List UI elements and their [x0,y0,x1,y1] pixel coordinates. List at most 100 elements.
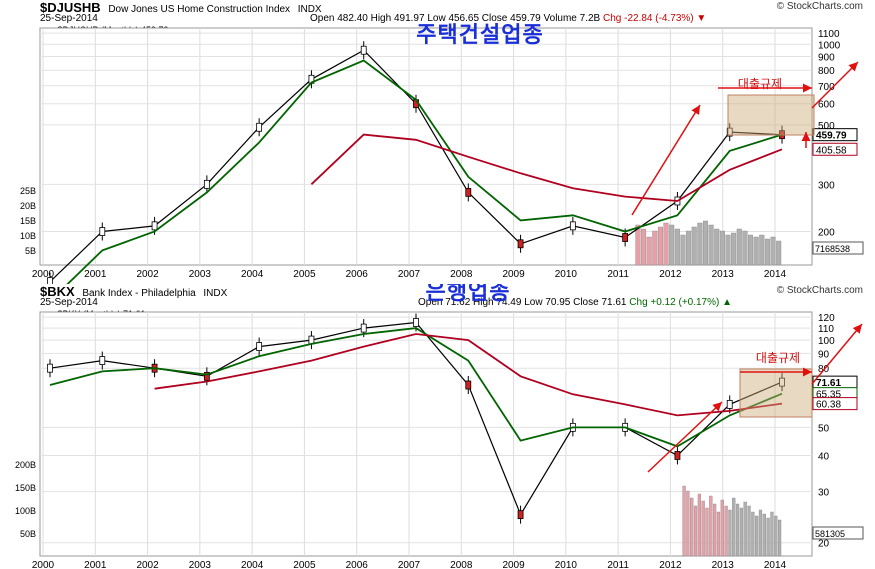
top-index-name: Dow Jones US Home Construction Index [108,4,291,15]
bottom-price-tag: 65.35 [816,390,841,401]
bottom-volume-bar [743,501,747,557]
bottom-volume-bar [774,515,778,557]
top-volume-bar [753,236,759,266]
top-volume-tick-label: 10B [20,231,36,241]
top-x-tick-label: 2014 [764,269,787,280]
top-trend-arrow [811,61,859,109]
top-x-tick-label: 2006 [346,269,369,280]
top-volume-bar [759,234,765,266]
top-volume-bar [674,228,680,266]
top-plot-frame [39,27,813,266]
bottom-volume-bar [739,507,743,557]
bottom-x-tick-label: 2014 [764,560,787,569]
bottom-change: Chg +0.12 (+0.17%) ▲ [629,297,733,308]
top-x-tick-label: 2003 [189,269,212,280]
top-volume-bar [686,230,692,266]
bottom-candle-body [413,318,419,327]
bottom-trend-arrow [811,323,863,385]
top-volume-tick-label: 25B [20,186,36,196]
bottom-volume-bar [709,495,713,557]
top-volume-bar [635,224,641,266]
bottom-volume-tick-label: 100B [15,506,36,516]
bottom-y-tick-label: 110 [818,324,834,335]
top-candle-body [99,227,106,236]
bottom-volume-bar [690,497,694,557]
top-candle-body [569,221,576,231]
bottom-y-tick-label: 30 [818,488,830,499]
bottom-volume-bar [770,511,774,557]
top-volume-bar [708,224,714,266]
top-volume-bar [748,234,754,266]
bottom-volume-bar [735,503,740,557]
top-volume-bar [770,236,776,266]
bottom-candle-body [674,451,681,460]
bottom-y-tick-label: 100 [818,336,835,347]
top-ohlc: Open 482.40 High 491.97 Low 456.65 Close… [310,13,706,24]
bottom-volume-tag: 581305 [815,529,845,539]
bottom-x-tick-label: 2001 [84,560,107,569]
bottom-volume-bar [728,509,732,557]
bottom-y-tick-label: 20 [818,539,830,550]
top-x-tick-label: 2009 [502,269,525,280]
top-volume-bar [646,236,652,266]
bottom-volume-bar [732,497,736,557]
top-x-tick-label: 2008 [450,269,473,280]
bottom-ohlc: Open 71.62 High 74.49 Low 70.95 Close 71… [418,297,732,308]
top-volume-bar [764,238,770,266]
bottom-x-tick-label: 2009 [502,560,525,569]
top-volume-bar [719,230,725,266]
top-exchange: INDX [297,4,322,15]
top-y-tick-label: 300 [818,180,835,191]
bottom-volume-bar [713,503,717,557]
bottom-volume-bar [747,505,751,557]
top-volume-bar [641,228,647,266]
top-candle-body [465,187,472,197]
top-symbol: $DJUSHB [40,0,101,15]
top-regulation-box [727,94,815,136]
bottom-volume-bar [766,517,770,557]
bottom-candle-body [465,380,472,390]
bottom-date: 25-Sep-2014 [40,297,98,308]
bottom-volume-bar [758,509,763,557]
top-x-tick-label: 2007 [398,269,421,280]
bottom-candle-body [47,363,53,373]
top-candle-body [517,239,524,249]
bottom-price-tag: 60.38 [816,400,841,411]
top-volume-bar [725,234,731,266]
bottom-candle-body [256,342,263,351]
top-volume-bar [702,220,709,266]
bottom-candle-body [203,371,210,381]
bottom-y-tick-label: 90 [818,349,830,360]
bottom-ticker: $BKX Bank Index - Philadelphia INDX [40,284,227,299]
bottom-volume-bar [720,499,724,557]
bottom-x-tick-label: 2003 [189,560,212,569]
bottom-y-tick-label: 120 [818,313,835,324]
bottom-volume-bar [705,507,709,557]
top-y-tick-label: 600 [818,100,835,111]
bank-index-panel: $BKX Bank Index - Philadelphia INDX © St… [0,284,875,569]
top-volume-bar [697,222,703,266]
bottom-x-tick-label: 2000 [32,560,55,569]
top-ticker: $DJUSHB Dow Jones US Home Construction I… [40,0,322,15]
bottom-y-tick-label: 50 [818,423,830,434]
bottom-volume-bar [777,519,782,557]
top-volume-bar [776,240,782,266]
bottom-x-tick-label: 2006 [346,560,369,569]
top-x-tick-label: 2010 [555,269,578,280]
bottom-korean-title: 은행업종 [426,284,511,304]
top-y-tick-label: 1100 [818,29,840,40]
bottom-x-tick-label: 2010 [555,560,578,569]
top-price-tag-box [812,142,858,156]
top-y-tick-label: 1000 [818,40,841,51]
bottom-volume-bar [716,511,721,557]
bottom-candle-body [517,510,524,520]
top-stockcharts-brand: © StockCharts.com [776,1,863,12]
bottom-chart-svg: 2000 2001 2002 2003 2004 2005 2006 2007 2008 2009… [15,284,864,569]
bottom-volume-bar [724,505,728,557]
top-y-tick-label: 800 [818,66,835,77]
top-price-tag: 459.79 [816,131,847,142]
bottom-volume-bar [682,485,686,557]
top-volume-bar [714,228,720,266]
top-candle-body [47,277,53,284]
top-volume-bar [669,224,675,266]
